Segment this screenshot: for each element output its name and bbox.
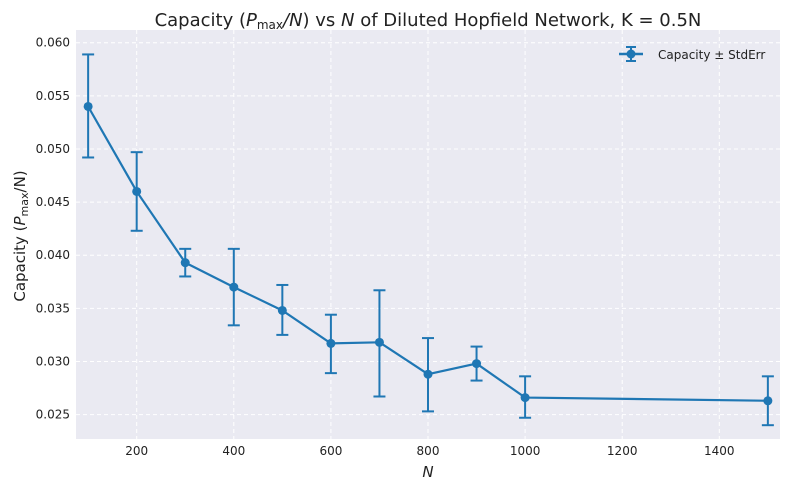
y-tick-label: 0.050 [36, 142, 70, 156]
x-tick-label: 600 [319, 444, 342, 458]
data-point [180, 258, 190, 268]
data-point [326, 338, 336, 348]
legend-marker [626, 49, 636, 59]
legend-label: Capacity ± StdErr [658, 48, 765, 62]
x-tick-label: 800 [417, 444, 440, 458]
x-tick-label: 200 [125, 444, 148, 458]
x-tick-label: 400 [222, 444, 245, 458]
x-axis-label: N [422, 463, 433, 481]
data-point [277, 305, 287, 315]
series [82, 53, 774, 427]
chart-title: Capacity (Pmax/N) vs N of Diluted Hopfie… [155, 10, 702, 32]
legend: Capacity ± StdErr [619, 46, 765, 62]
y-tick-label: 0.055 [36, 89, 70, 103]
y-axis-label: Capacity (Pmax/N) [11, 170, 31, 301]
y-tick-label: 0.025 [36, 408, 70, 422]
data-point [229, 282, 239, 292]
data-point [763, 396, 773, 406]
data-point [423, 369, 433, 379]
data-point [520, 393, 530, 403]
ticks: 200 400 600 800 1000 1200 1400 0.025 0.030 0.035 0… [36, 36, 735, 458]
x-tick-label: 1000 [510, 444, 541, 458]
y-tick-label: 0.030 [36, 354, 70, 368]
data-point [83, 101, 93, 111]
y-tick-label: 0.060 [36, 36, 70, 50]
y-tick-label: 0.045 [36, 195, 70, 209]
y-tick-label: 0.040 [36, 248, 70, 262]
x-tick-label: 1400 [704, 444, 735, 458]
data-point [132, 186, 142, 196]
x-tick-label: 1200 [607, 444, 638, 458]
data-point [472, 359, 482, 369]
y-tick-label: 0.035 [36, 301, 70, 315]
data-point [374, 337, 384, 347]
